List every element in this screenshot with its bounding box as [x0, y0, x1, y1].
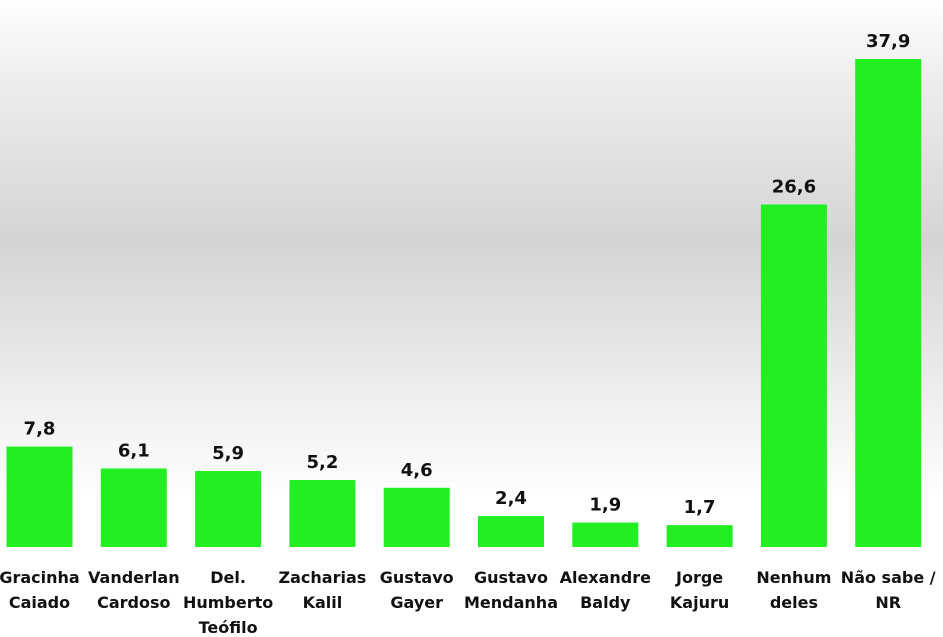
category-label: Gustavo: [474, 568, 548, 587]
bar-value-label: 4,6: [401, 460, 433, 481]
category-label: Jorge: [675, 568, 723, 587]
category-label: Gracinha: [0, 568, 80, 587]
category-label: Kalil: [303, 593, 343, 612]
category-label: Teófilo: [199, 618, 258, 637]
bar: [383, 487, 450, 547]
bar: [100, 468, 167, 547]
bar-value-label: 5,2: [306, 452, 338, 473]
bar: [572, 522, 639, 547]
category-label: Alexandre: [560, 568, 652, 587]
category-label: Baldy: [580, 593, 631, 612]
category-label: Cardoso: [97, 593, 170, 612]
bar-value-label: 1,7: [684, 497, 716, 518]
bar-value-label: 26,6: [772, 176, 816, 197]
bar: [6, 446, 73, 547]
category-label: Kajuru: [670, 593, 729, 612]
bar: [855, 59, 922, 547]
bar-value-label: 6,1: [118, 440, 150, 461]
bar-value-label: 2,4: [495, 488, 527, 509]
category-label: deles: [770, 593, 818, 612]
category-label: Del.: [210, 568, 246, 587]
category-label: NR: [875, 593, 901, 612]
bar: [760, 204, 827, 547]
bar-value-label: 1,9: [589, 495, 621, 516]
category-label: Nenhum: [756, 568, 831, 587]
bars-group: [6, 59, 922, 547]
bar-value-label: 5,9: [212, 443, 244, 464]
value-labels-group: 7,8 6,1 5,9 5,2 4,6 2,4 1,9 1,7 26,6 37,9: [24, 31, 911, 518]
bar-value-label: 7,8: [24, 419, 56, 440]
bar: [478, 516, 544, 547]
category-label: Caiado: [9, 593, 70, 612]
category-label: Zacharias: [279, 568, 367, 587]
bar-value-label: 37,9: [866, 31, 910, 52]
category-label: Vanderlan: [88, 568, 180, 587]
bar: [289, 480, 356, 547]
category-label: Mendanha: [464, 593, 558, 612]
category-label: Gustavo: [380, 568, 454, 587]
category-label: Não sabe /: [841, 568, 936, 587]
category-label: Gayer: [390, 593, 443, 612]
category-labels-group: Gracinha Caiado Vanderlan Cardoso Del. Humber…: [0, 568, 936, 637]
bar: [195, 471, 262, 547]
category-label: Humberto: [183, 593, 273, 612]
bar: [666, 525, 733, 547]
